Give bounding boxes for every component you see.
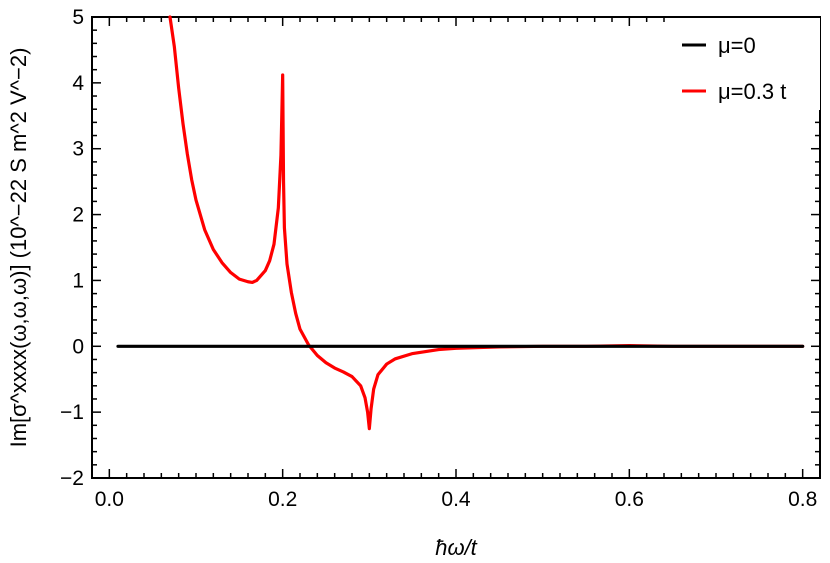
y-tick-label: 3 xyxy=(72,138,84,161)
legend-box xyxy=(674,18,820,110)
x-tick-label: 0.4 xyxy=(441,488,471,511)
legend: μ=0 μ=0.3 t xyxy=(674,18,820,110)
x-tick-label: 0.2 xyxy=(268,488,297,511)
x-axis-label: ħω/t xyxy=(435,535,477,560)
y-axis-label: Im[σ^xxxx(ω,ω,ω)] (10^−22 S m^2 V^−2) xyxy=(6,48,31,448)
y-tick-label: −1 xyxy=(60,401,84,424)
y-tick-label: 5 xyxy=(72,6,84,29)
x-tick-label: 0.8 xyxy=(788,488,817,511)
legend-label: μ=0 xyxy=(718,33,756,58)
x-tick-label: 0.6 xyxy=(615,488,644,511)
x-tick-label: 0.0 xyxy=(95,488,124,511)
y-tick-label: 1 xyxy=(72,269,84,292)
axes-layer: 0.0 0.2 0.4 0.6 0.8 −2 −1 0 1 2 3 4 5 xyxy=(60,6,821,511)
series-line--0-3-t xyxy=(168,15,805,431)
series-layer xyxy=(116,15,805,431)
y-tick-label: 0 xyxy=(72,335,84,358)
y-tick-label: −2 xyxy=(60,467,84,490)
legend-label: μ=0.3 t xyxy=(718,79,786,104)
y-tick-label: 4 xyxy=(72,72,84,95)
y-tick-label: 2 xyxy=(72,204,84,227)
